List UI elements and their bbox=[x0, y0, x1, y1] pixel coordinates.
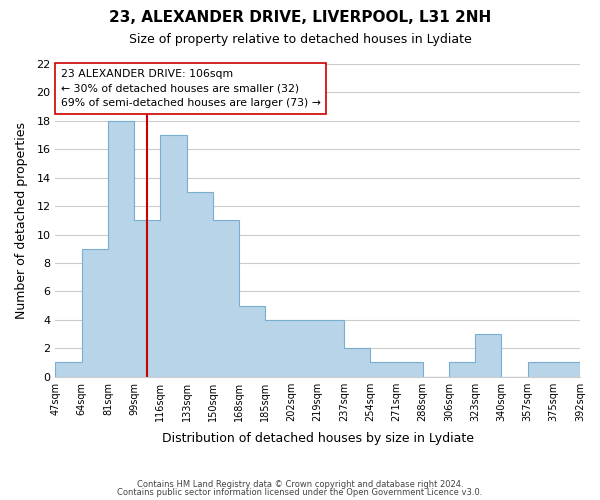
Text: 23, ALEXANDER DRIVE, LIVERPOOL, L31 2NH: 23, ALEXANDER DRIVE, LIVERPOOL, L31 2NH bbox=[109, 10, 491, 25]
Text: Contains public sector information licensed under the Open Government Licence v3: Contains public sector information licen… bbox=[118, 488, 482, 497]
Text: Size of property relative to detached houses in Lydiate: Size of property relative to detached ho… bbox=[128, 32, 472, 46]
Text: 23 ALEXANDER DRIVE: 106sqm
← 30% of detached houses are smaller (32)
69% of semi: 23 ALEXANDER DRIVE: 106sqm ← 30% of deta… bbox=[61, 68, 320, 108]
Text: Contains HM Land Registry data © Crown copyright and database right 2024.: Contains HM Land Registry data © Crown c… bbox=[137, 480, 463, 489]
X-axis label: Distribution of detached houses by size in Lydiate: Distribution of detached houses by size … bbox=[162, 432, 474, 445]
Y-axis label: Number of detached properties: Number of detached properties bbox=[15, 122, 28, 319]
